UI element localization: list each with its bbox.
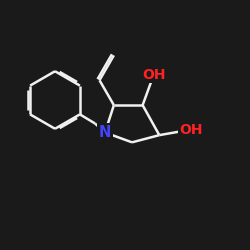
Text: OH: OH bbox=[142, 68, 166, 82]
Text: OH: OH bbox=[180, 122, 203, 136]
Text: N: N bbox=[99, 125, 111, 140]
